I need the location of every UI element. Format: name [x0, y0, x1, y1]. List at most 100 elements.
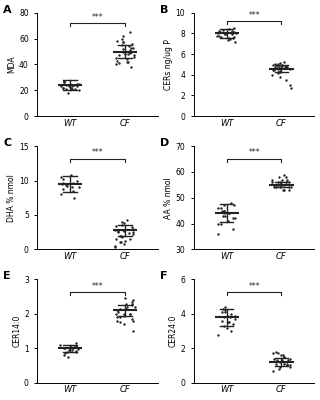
Point [60, 180, 66, 186]
Point [63, 82, 68, 88]
Point [281, 359, 286, 365]
Point [114, 55, 119, 61]
Point [287, 362, 292, 369]
Point [123, 51, 128, 57]
Point [71, 194, 76, 201]
Point [224, 324, 229, 331]
Point [65, 90, 70, 96]
Point [59, 83, 64, 90]
Point [121, 46, 126, 52]
Point [121, 312, 126, 319]
Point [233, 215, 238, 222]
Point [280, 357, 285, 364]
Point [226, 210, 231, 216]
Point [289, 85, 294, 91]
Point [77, 80, 82, 87]
Point [276, 174, 281, 180]
Point [275, 182, 280, 188]
Point [130, 229, 135, 235]
Point [228, 311, 233, 317]
Point [215, 220, 220, 227]
Point [127, 29, 132, 35]
Point [284, 360, 290, 367]
Point [216, 28, 221, 34]
Text: F: F [160, 271, 167, 281]
Point [232, 202, 237, 209]
Point [221, 314, 226, 320]
Point [64, 86, 69, 92]
Point [282, 59, 287, 66]
Point [73, 348, 78, 354]
Point [270, 368, 275, 374]
Point [61, 352, 67, 358]
Point [282, 360, 287, 367]
Point [225, 36, 230, 43]
Point [121, 241, 126, 247]
Point [279, 63, 284, 70]
Point [284, 176, 290, 183]
Point [229, 31, 235, 38]
Text: ***: *** [92, 13, 103, 22]
Point [280, 176, 285, 183]
Point [69, 83, 75, 90]
Point [65, 354, 70, 360]
Point [59, 191, 64, 198]
Point [114, 318, 119, 324]
Point [230, 226, 236, 232]
Point [74, 177, 79, 184]
Point [122, 311, 127, 317]
Point [74, 348, 79, 355]
Point [270, 179, 275, 186]
Point [223, 31, 228, 38]
Text: ***: *** [92, 282, 103, 291]
Point [270, 350, 276, 357]
Point [231, 34, 236, 41]
Point [127, 236, 132, 242]
Point [117, 306, 122, 312]
Point [230, 29, 235, 36]
Point [228, 314, 233, 320]
Point [276, 65, 281, 72]
Point [72, 82, 77, 88]
Point [64, 183, 69, 189]
Point [115, 38, 120, 44]
Point [284, 77, 289, 83]
Point [219, 205, 224, 211]
Point [115, 228, 120, 234]
Point [130, 40, 135, 47]
Text: ***: *** [92, 148, 103, 158]
Point [274, 357, 279, 364]
Text: ***: *** [248, 282, 260, 291]
Point [127, 311, 132, 317]
Point [72, 343, 77, 350]
Point [221, 202, 227, 209]
Point [124, 304, 130, 310]
Point [69, 347, 74, 353]
Point [226, 26, 231, 32]
Point [288, 82, 293, 88]
Point [59, 174, 64, 180]
Point [60, 186, 65, 192]
Point [286, 184, 292, 191]
Point [221, 208, 227, 214]
Point [283, 174, 288, 180]
Point [216, 331, 221, 338]
Point [287, 65, 292, 72]
Point [119, 239, 124, 246]
Point [273, 182, 278, 188]
Point [128, 47, 133, 54]
Point [68, 172, 73, 178]
Point [116, 229, 121, 235]
Point [230, 30, 235, 37]
Point [282, 171, 287, 178]
Point [130, 226, 135, 232]
Point [75, 83, 80, 90]
Text: C: C [3, 138, 12, 148]
Point [113, 223, 118, 229]
Point [113, 311, 118, 317]
Point [75, 346, 80, 352]
Point [117, 232, 123, 239]
Point [63, 182, 68, 188]
Point [217, 29, 222, 36]
Point [233, 30, 238, 37]
